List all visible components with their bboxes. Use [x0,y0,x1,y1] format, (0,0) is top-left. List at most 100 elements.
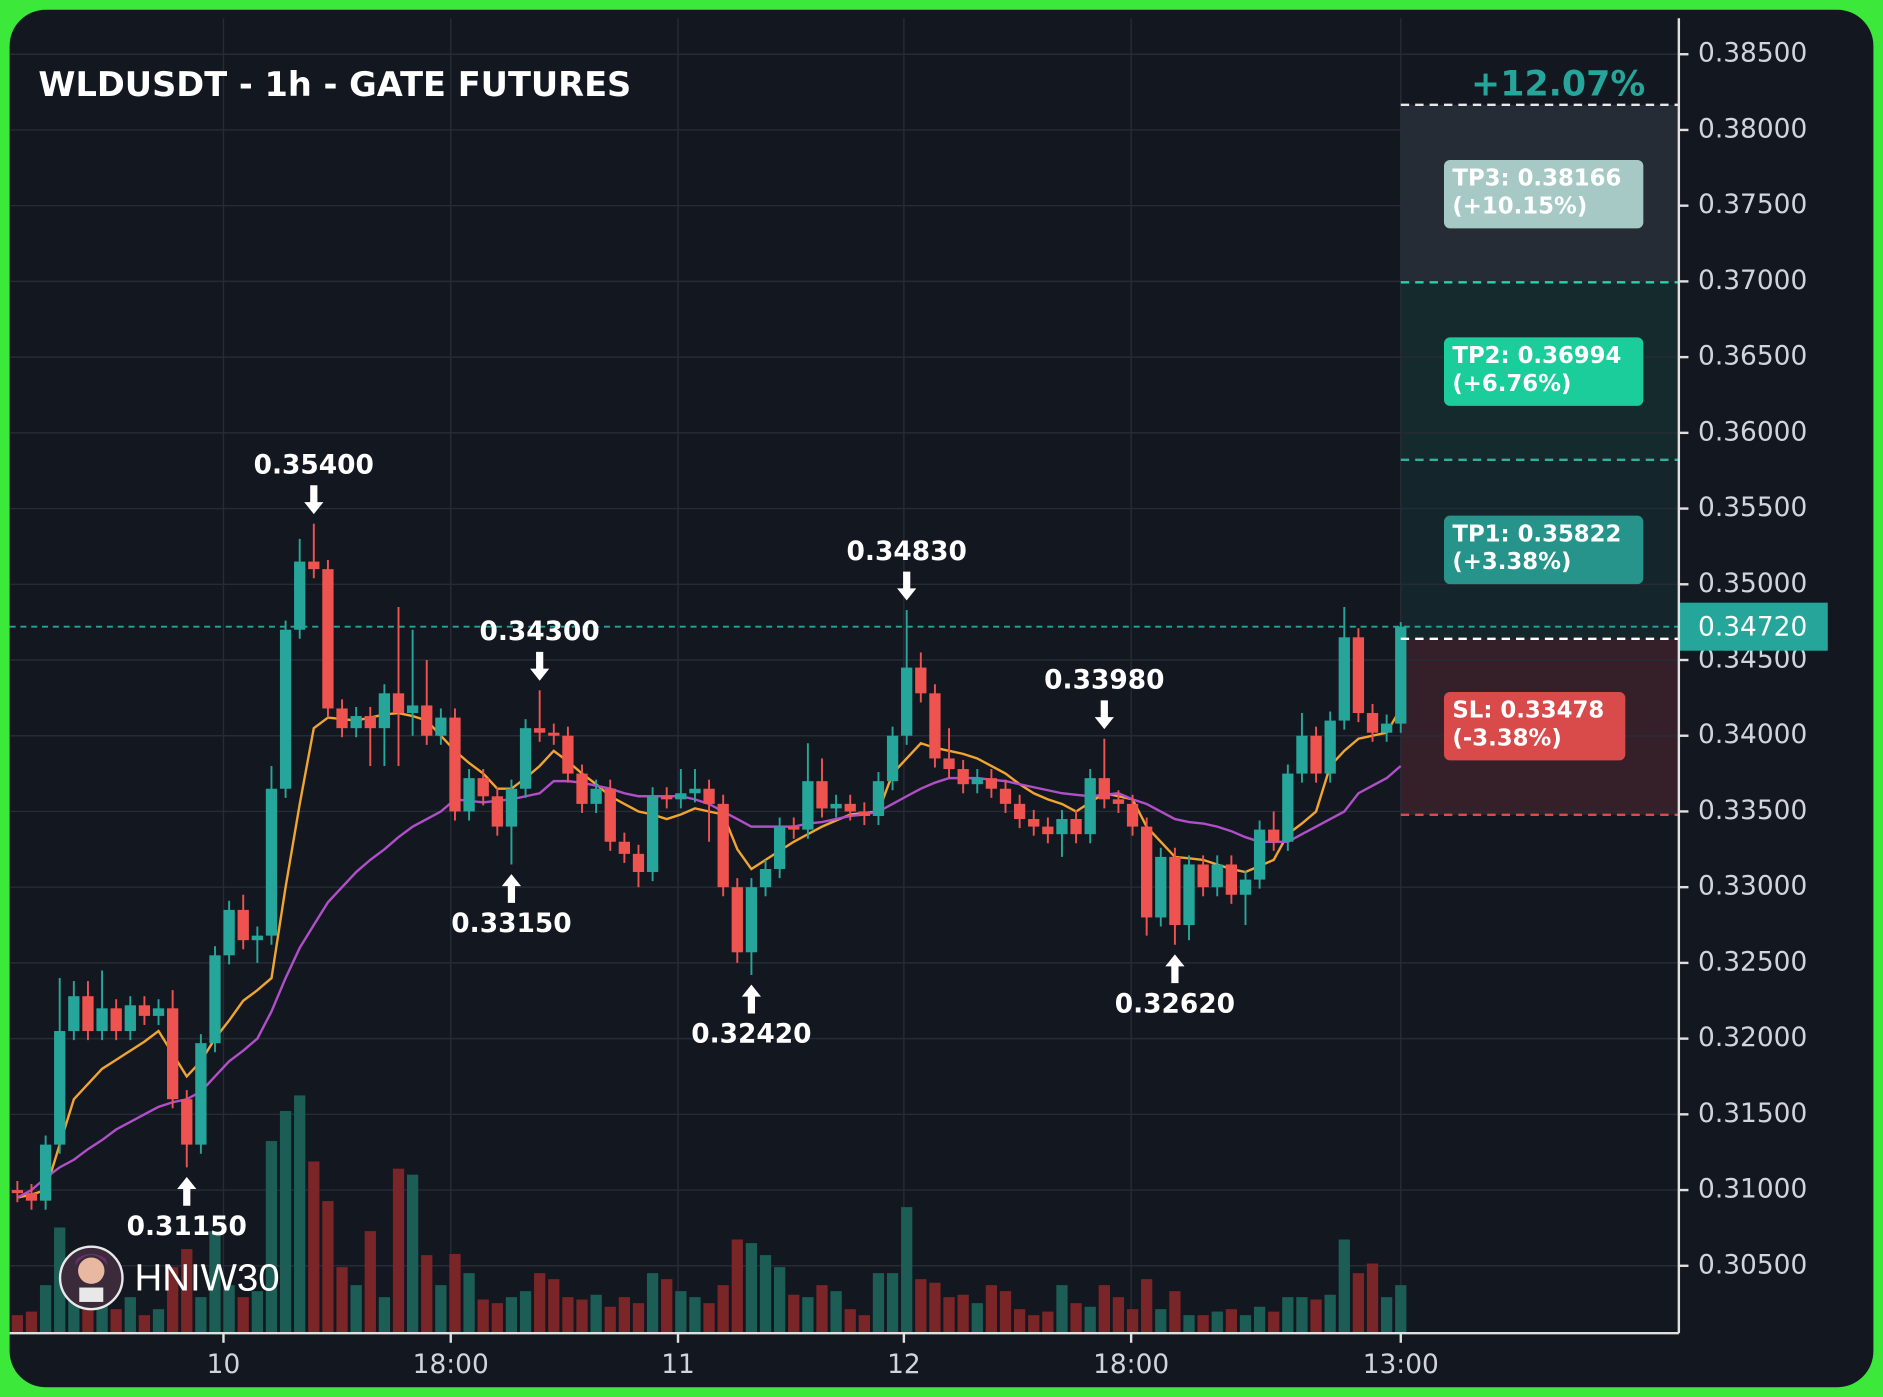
candle-body [999,788,1012,804]
volume-bar [1366,1263,1379,1334]
volume-bar [1084,1306,1096,1334]
volume-bar [1225,1309,1238,1334]
candle-body [957,769,969,785]
candle-body [731,887,743,953]
volume-bar [1253,1306,1266,1334]
candle-body [1141,826,1153,918]
avatar-hair [74,1253,109,1266]
volume-bar [1324,1294,1336,1334]
volume-bar [1197,1315,1209,1334]
volume-bar [1296,1297,1308,1334]
volume-bar [124,1297,136,1334]
volume-bar [901,1207,913,1334]
volume-bar [774,1267,786,1334]
volume-bar [110,1309,122,1334]
candle-body [802,781,814,830]
volume-bar [1169,1291,1181,1334]
volume-bar [477,1299,489,1334]
candle-body [1380,723,1393,733]
volume-bar [167,1267,179,1334]
stop-box [1443,691,1626,761]
candle-body [39,1144,52,1201]
x-tick-label: 11 [661,1349,695,1380]
annotation-arrow [1165,954,1185,984]
volume-bar [82,1303,94,1334]
candle-body [364,716,376,729]
annotation-label: 0.32420 [691,1019,811,1050]
volume-bar [463,1273,475,1334]
candle-body [138,1005,151,1016]
candle-body [294,561,306,630]
candle-body [675,793,687,800]
volume-bar [1395,1285,1407,1334]
candle-body [1253,829,1266,880]
candle-body [251,935,263,941]
volume-bar [562,1297,574,1334]
candle-body [943,758,955,770]
stop-pct: (-3.38%) [1452,725,1561,751]
volume-bar [251,1291,263,1334]
candle-body [350,716,362,729]
x-tick-label: 18:00 [413,1349,489,1380]
candle-body [632,853,645,873]
volume-bar [999,1291,1012,1334]
volume-bar [1310,1299,1322,1334]
target-pct: (+10.15%) [1452,193,1587,219]
volume-bar [1042,1311,1054,1334]
volume-bar [604,1306,616,1334]
y-tick-label: 0.37000 [1698,265,1807,296]
annotation-arrow [530,651,550,681]
candle-body [604,788,616,842]
volume-bar [294,1095,306,1334]
volume-bar [421,1255,433,1334]
y-tick-label: 0.36500 [1698,341,1807,372]
candle-body [82,996,94,1032]
watermark: HNIW30 [58,1245,280,1311]
candle-body [237,909,249,941]
candle-body [929,693,941,759]
candle-body [1338,637,1350,721]
volume-bar [491,1303,503,1334]
volume-bar [844,1309,856,1334]
volume-bar [534,1273,546,1334]
x-tick-label: 10 [207,1349,241,1380]
candle-body [576,773,588,804]
annotation-arrow [741,984,762,1014]
candle-body [1268,829,1280,842]
volume-bar [759,1255,772,1334]
candle-body [1169,856,1181,926]
candle-body [1155,856,1167,918]
annotation-label: 0.32620 [1115,988,1235,1019]
candle-body [1352,637,1365,714]
volume-bar [929,1282,941,1334]
candle-body [548,732,560,736]
current-price-label: 0.34720 [1698,611,1807,642]
volume-bar [661,1279,673,1334]
y-tick-label: 0.34000 [1698,719,1807,750]
volume-bar [1013,1309,1026,1334]
volume-bar [11,1315,24,1334]
y-tick-label: 0.35500 [1698,492,1807,523]
candle-body [406,705,419,714]
volume-bar [618,1297,631,1334]
target-box [1443,515,1644,585]
annotation-label: 0.34830 [847,536,967,567]
volume-bar [195,1297,207,1334]
candle-body [1282,773,1294,842]
annotation-arrow [1094,700,1114,730]
volume-bar [1338,1239,1350,1334]
annotation-label: 0.33980 [1044,665,1164,696]
annotation-label: 0.33150 [451,908,571,939]
volume-bar [435,1285,447,1334]
y-tick-label: 0.35000 [1698,568,1807,599]
volume-bar [576,1299,588,1334]
candle-body [1225,864,1238,895]
candle-body [477,778,489,797]
volume-bar [1070,1303,1082,1334]
candle-body [689,788,701,794]
annotation-arrow [304,485,324,515]
volume-bar [689,1297,701,1334]
candle-body [844,803,856,812]
candle-body [830,803,842,809]
